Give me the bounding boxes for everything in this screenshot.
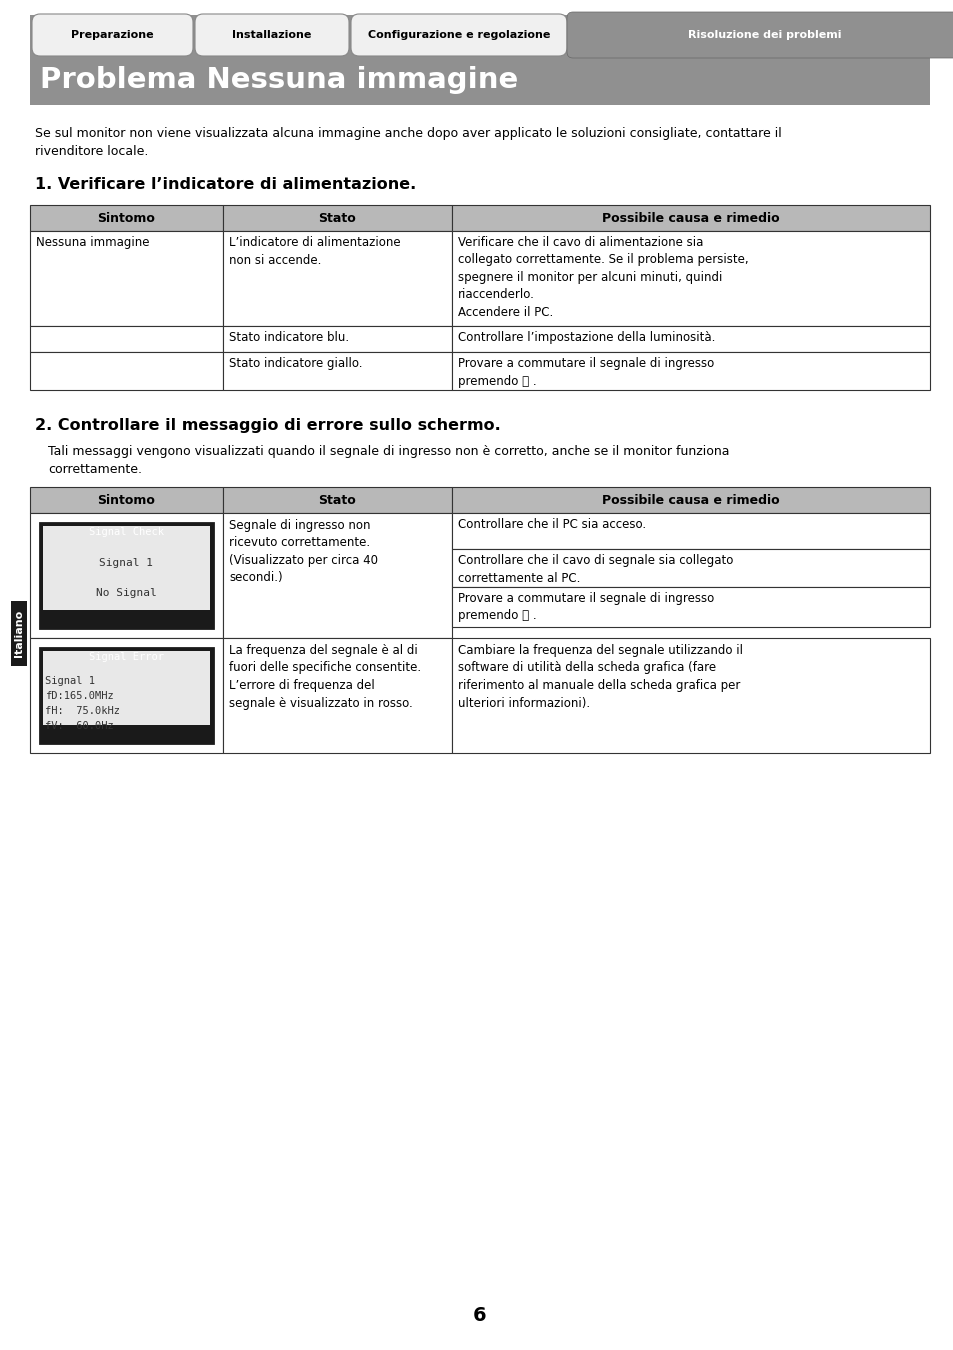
Text: Preparazione: Preparazione [71, 30, 153, 40]
FancyBboxPatch shape [351, 14, 566, 55]
Text: fD:165.0MHz: fD:165.0MHz [45, 691, 113, 701]
Bar [223, 231, 452, 325]
Text: fV:  60.0Hz: fV: 60.0Hz [45, 721, 113, 730]
Bar [11, 601, 27, 666]
Bar [452, 639, 929, 753]
Bar [30, 205, 223, 231]
FancyBboxPatch shape [194, 14, 349, 55]
Bar [223, 205, 452, 231]
Text: Se sul monitor non viene visualizzata alcuna immagine anche dopo aver applicato : Se sul monitor non viene visualizzata al… [35, 127, 781, 158]
Text: Signal Error: Signal Error [89, 652, 164, 662]
Text: Segnale di ingresso non
ricevuto correttamente.
(Visualizzato per circa 40
secon: Segnale di ingresso non ricevuto corrett… [229, 518, 377, 585]
Bar [30, 513, 223, 639]
Bar [223, 513, 452, 639]
Text: Controllare l’impostazione della luminosità.: Controllare l’impostazione della luminos… [457, 331, 715, 344]
Text: Provare a commutare il segnale di ingresso
premendo Ⓢ .: Provare a commutare il segnale di ingres… [457, 356, 714, 387]
Bar [223, 352, 452, 390]
Text: Signal 1: Signal 1 [45, 676, 95, 686]
Bar [30, 231, 223, 325]
Text: Possibile causa e rimedio: Possibile causa e rimedio [601, 212, 779, 224]
Text: L’indicatore di alimentazione
non si accende.: L’indicatore di alimentazione non si acc… [229, 236, 400, 266]
Text: Sintomo: Sintomo [97, 212, 155, 224]
Text: Stato indicatore giallo.: Stato indicatore giallo. [229, 356, 362, 370]
Text: Stato: Stato [318, 494, 356, 506]
Bar [43, 651, 210, 725]
Bar [452, 205, 929, 231]
Text: Italiano: Italiano [14, 609, 24, 656]
Bar [452, 513, 929, 549]
Bar [452, 549, 929, 587]
Text: Configurazione e regolazione: Configurazione e regolazione [368, 30, 550, 40]
Text: Controllare che il PC sia acceso.: Controllare che il PC sia acceso. [457, 518, 645, 531]
Bar [40, 522, 213, 628]
Text: Stato: Stato [318, 212, 356, 224]
Text: fH:  75.0kHz: fH: 75.0kHz [45, 706, 120, 716]
Text: Sintomo: Sintomo [97, 494, 155, 506]
Text: Possibile causa e rimedio: Possibile causa e rimedio [601, 494, 779, 506]
Text: 1. Verificare l’indicatore di alimentazione.: 1. Verificare l’indicatore di alimentazi… [35, 177, 416, 192]
Bar [30, 15, 929, 105]
FancyBboxPatch shape [566, 12, 953, 58]
Bar [452, 352, 929, 390]
Bar [452, 325, 929, 352]
Bar [452, 587, 929, 626]
Bar [452, 231, 929, 325]
Text: Stato indicatore blu.: Stato indicatore blu. [229, 331, 349, 344]
Bar [40, 648, 213, 743]
Text: Nessuna immagine: Nessuna immagine [36, 236, 150, 248]
Text: Cambiare la frequenza del segnale utilizzando il
software di utilità della sched: Cambiare la frequenza del segnale utiliz… [457, 644, 742, 710]
Bar [30, 639, 223, 753]
Text: Controllare che il cavo di segnale sia collegato
correttamente al PC.: Controllare che il cavo di segnale sia c… [457, 554, 733, 585]
Text: La frequenza del segnale è al di
fuori delle specifiche consentite.
L’errore di : La frequenza del segnale è al di fuori d… [229, 644, 420, 710]
Bar [223, 487, 452, 513]
Bar [223, 325, 452, 352]
Text: Tali messaggi vengono visualizzati quando il segnale di ingresso non è corretto,: Tali messaggi vengono visualizzati quand… [48, 446, 729, 477]
Text: Problema Nessuna immagine: Problema Nessuna immagine [40, 66, 517, 95]
Text: Signal 1: Signal 1 [99, 558, 153, 568]
Text: Verificare che il cavo di alimentazione sia
collegato correttamente. Se il probl: Verificare che il cavo di alimentazione … [457, 236, 748, 319]
FancyBboxPatch shape [32, 14, 193, 55]
Text: No Signal: No Signal [96, 589, 156, 598]
Text: 2. Controllare il messaggio di errore sullo schermo.: 2. Controllare il messaggio di errore su… [35, 418, 500, 433]
Bar [43, 526, 210, 610]
Bar [223, 639, 452, 753]
Bar [30, 352, 223, 390]
Bar [452, 487, 929, 513]
Text: 6: 6 [473, 1305, 486, 1324]
Text: Signal Check: Signal Check [89, 526, 164, 537]
Text: Provare a commutare il segnale di ingresso
premendo Ⓢ .: Provare a commutare il segnale di ingres… [457, 593, 714, 622]
Bar [30, 487, 223, 513]
Text: Installazione: Installazione [233, 30, 312, 40]
Bar [30, 325, 223, 352]
Text: Risoluzione dei problemi: Risoluzione dei problemi [687, 30, 841, 40]
